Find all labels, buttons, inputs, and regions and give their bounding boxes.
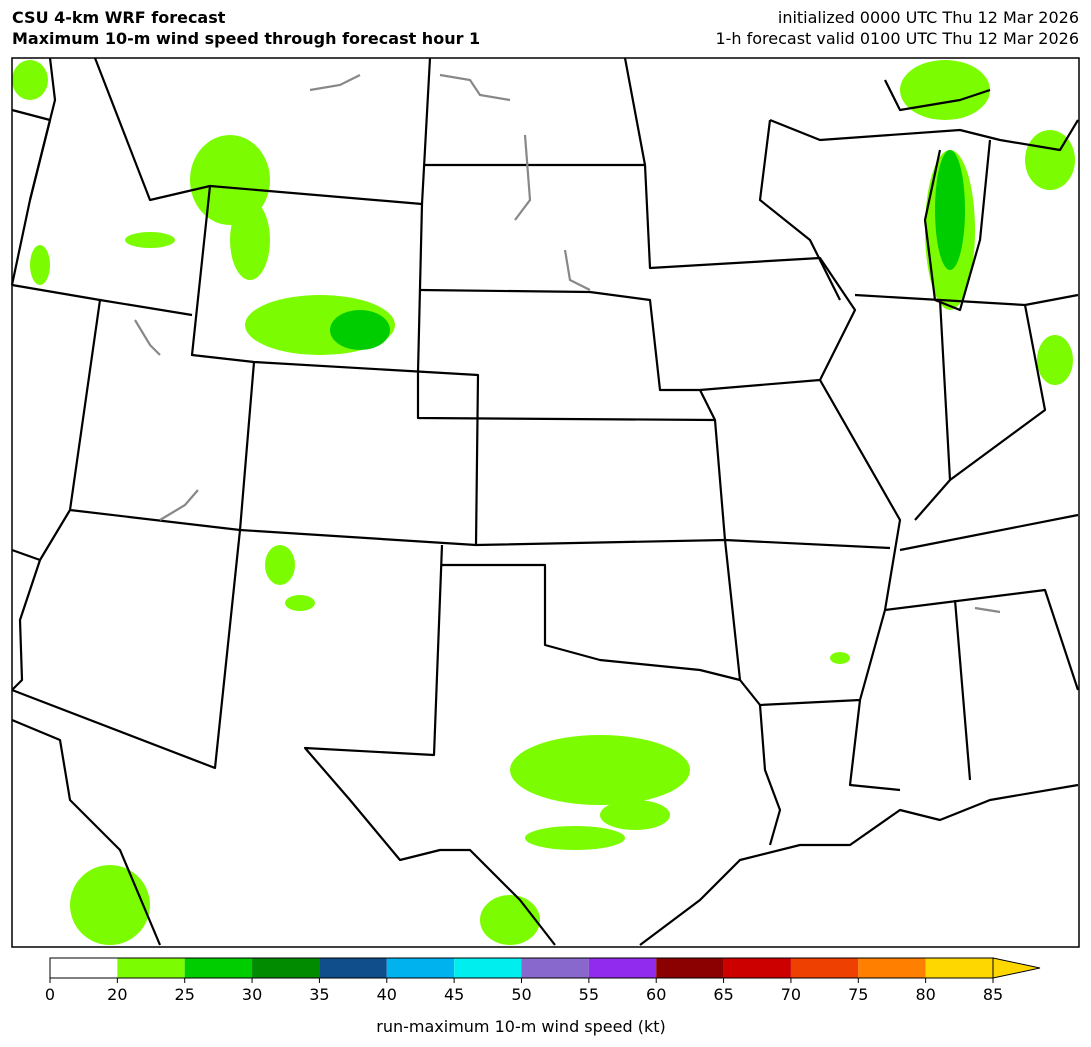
colorbar-tick-label: 45 xyxy=(444,985,464,1004)
map xyxy=(10,57,1080,948)
colorbar-segment xyxy=(588,958,657,978)
init-time: initialized 0000 UTC Thu 12 Mar 2026 xyxy=(778,8,1079,27)
colorbar-segment xyxy=(858,958,926,978)
colorbar-segment xyxy=(184,958,253,978)
colorbar-segment xyxy=(319,958,387,978)
state-borders xyxy=(10,57,1080,946)
colorbar-tick-label: 25 xyxy=(175,985,195,1004)
colorbar-tick-label: 70 xyxy=(781,985,801,1004)
colorbar-segment xyxy=(723,958,791,978)
colorbar-segment xyxy=(454,958,522,978)
colorbar-tick-label: 65 xyxy=(713,985,733,1004)
map-frame xyxy=(11,57,1080,948)
colorbar-extension xyxy=(992,957,1041,979)
valid-time: 1-h forecast valid 0100 UTC Thu 12 Mar 2… xyxy=(715,29,1079,48)
colorbar-label: run-maximum 10-m wind speed (kt) xyxy=(376,1017,666,1036)
colorbar-segment xyxy=(117,958,185,978)
colorbar-tick-label: 80 xyxy=(915,985,935,1004)
colorbar-tick-label: 75 xyxy=(848,985,868,1004)
colorbar-tick-label: 20 xyxy=(107,985,127,1004)
colorbar-segment xyxy=(925,958,993,978)
colorbar-tick-label: 30 xyxy=(242,985,262,1004)
title-line-2: Maximum 10-m wind speed through forecast… xyxy=(12,29,480,48)
colorbar-tick-label: 85 xyxy=(983,985,1003,1004)
colorbar-tick-label: 55 xyxy=(579,985,599,1004)
colorbar-segment xyxy=(386,958,455,978)
colorbar-tick-label: 40 xyxy=(377,985,397,1004)
wind-areas xyxy=(12,60,1075,945)
colorbar-segment xyxy=(790,958,859,978)
colorbar-segment xyxy=(656,958,724,978)
colorbar-tick-label: 35 xyxy=(309,985,329,1004)
colorbar-tick-label: 60 xyxy=(646,985,666,1004)
colorbar-tick-label: 50 xyxy=(511,985,531,1004)
colorbar: 0 20 25 30 35 40 45 50 55 60 65 70 75 80 85 xyxy=(45,957,1041,1004)
title-line-1: CSU 4-km WRF forecast xyxy=(12,8,226,27)
colorbar-segment xyxy=(252,958,320,978)
colorbar-segment xyxy=(521,958,589,978)
colorbar-tick-label: 0 xyxy=(45,985,55,1004)
colorbar-segment xyxy=(50,958,118,978)
